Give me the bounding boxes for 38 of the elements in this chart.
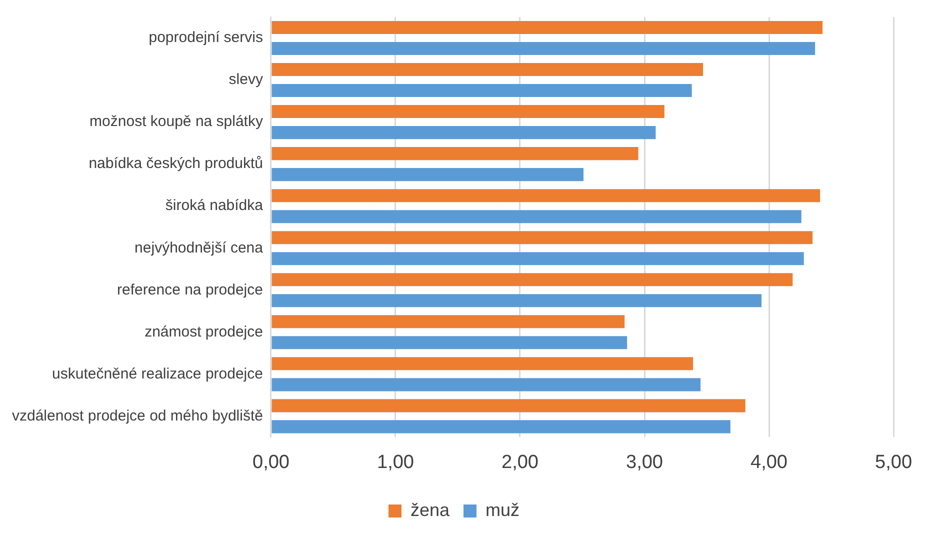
y-tick-label: slevy bbox=[228, 71, 264, 88]
y-tick-label: nejvýhodnější cena bbox=[134, 239, 264, 256]
bar bbox=[272, 210, 802, 224]
bar bbox=[272, 42, 816, 56]
bar bbox=[272, 378, 701, 392]
x-tick-label: 4,00 bbox=[750, 452, 788, 473]
bar bbox=[272, 63, 704, 76]
bar bbox=[272, 252, 804, 266]
x-tick-label: 5,00 bbox=[875, 452, 912, 473]
y-tick-label: možnost koupě na splátky bbox=[90, 113, 264, 130]
legend-label: muž bbox=[486, 500, 520, 520]
bar bbox=[272, 399, 746, 412]
bar bbox=[272, 294, 762, 308]
legend-label: žena bbox=[410, 500, 451, 520]
bar bbox=[272, 357, 694, 370]
x-tick-label: 3,00 bbox=[626, 452, 663, 473]
x-tick-label: 1,00 bbox=[377, 452, 414, 473]
y-tick-label: poprodejní servis bbox=[148, 29, 263, 46]
y-tick-label: nabídka českých produktů bbox=[88, 155, 263, 172]
bar bbox=[272, 84, 692, 98]
y-tick-label: uskutečněné realizace prodejce bbox=[52, 365, 263, 382]
bar bbox=[272, 147, 638, 160]
x-tick-label: 2,00 bbox=[502, 452, 538, 473]
bar bbox=[272, 231, 813, 244]
bar bbox=[272, 20, 823, 34]
bar bbox=[272, 273, 793, 286]
y-tick-label: známost prodejce bbox=[144, 323, 263, 340]
x-tick-label: 0,00 bbox=[252, 452, 290, 473]
bar bbox=[272, 420, 730, 434]
bar bbox=[272, 189, 820, 202]
y-tick-label: reference na prodejce bbox=[117, 281, 263, 298]
y-tick-label: široká nabídka bbox=[165, 197, 264, 214]
bar bbox=[272, 105, 664, 118]
bar bbox=[272, 336, 628, 350]
bar bbox=[272, 315, 625, 328]
y-tick-label: vzdálenost prodejce od mého bydliště bbox=[12, 407, 263, 424]
bar bbox=[272, 168, 584, 182]
bar bbox=[272, 126, 656, 140]
